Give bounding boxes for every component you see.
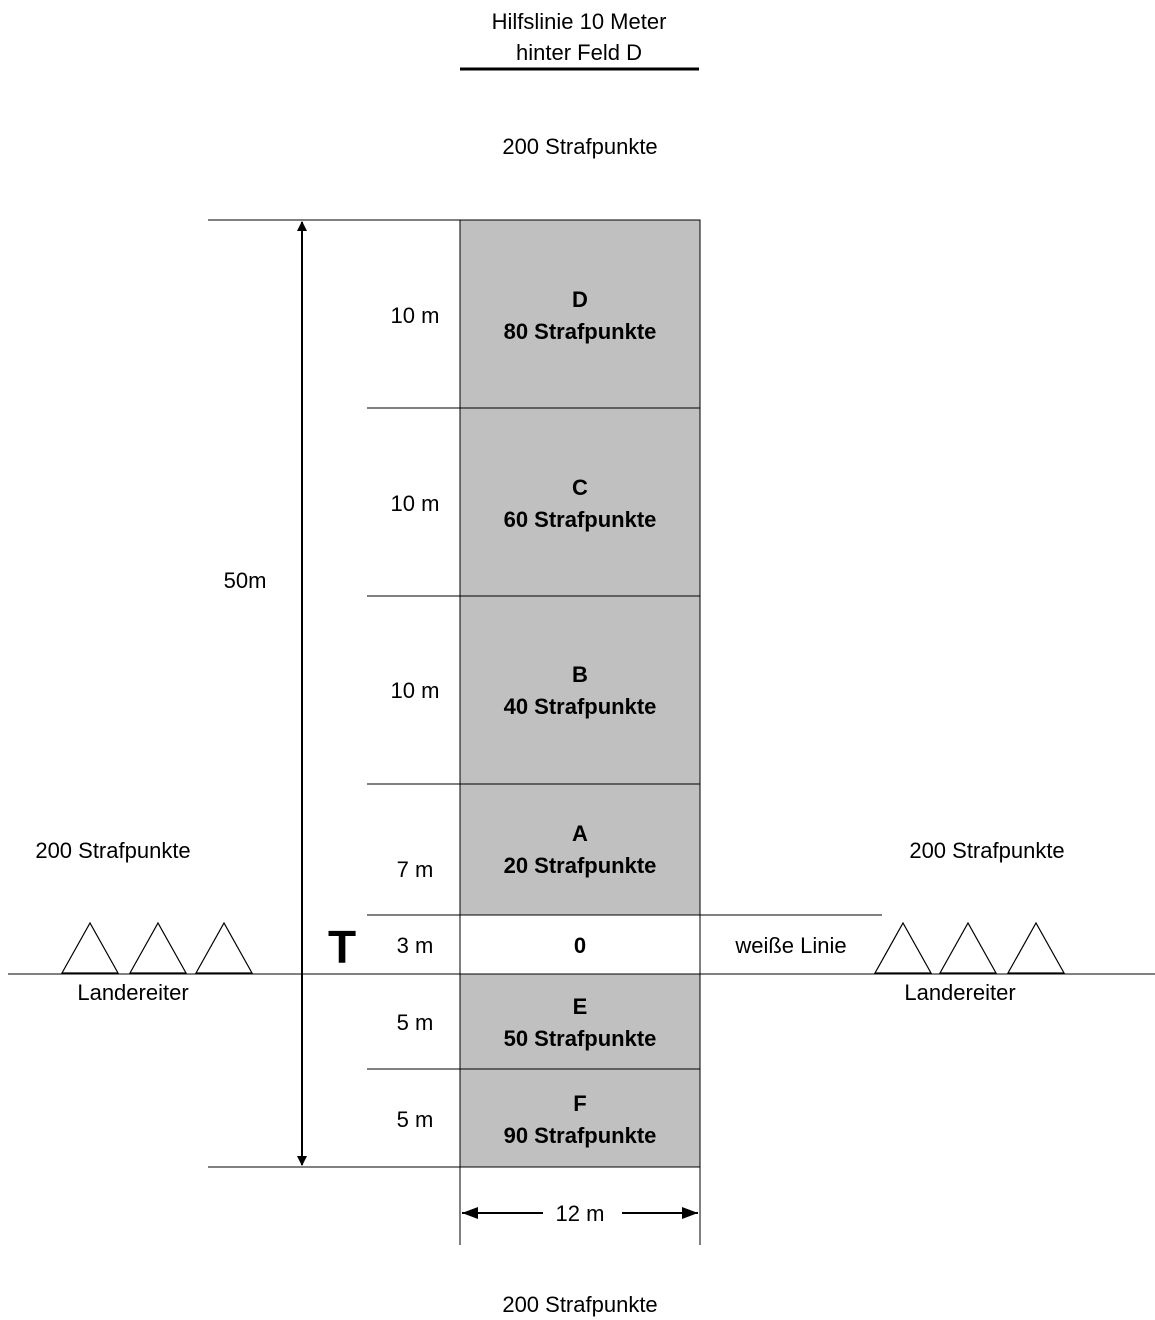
zone-letter-f: F [573, 1091, 586, 1116]
zone-points-b: 40 Strafpunkte [504, 694, 657, 719]
zone-letter-b: B [572, 662, 588, 687]
field-width-label: 12 m [556, 1201, 605, 1226]
zone-f [459, 1068, 701, 1168]
zone-a [459, 783, 701, 916]
zone-b [459, 595, 701, 785]
touchdown-marker-t: T [328, 921, 356, 973]
penalty-label-top: 200 Strafpunkte [502, 134, 657, 159]
guide-line-label-1: Hilfslinie 10 Meter [492, 9, 667, 34]
length-label-f: 5 m [397, 1107, 434, 1132]
zone-points-a: 20 Strafpunkte [504, 853, 657, 878]
penalty-label-bottom: 200 Strafpunkte [502, 1292, 657, 1317]
zone-points-c: 60 Strafpunkte [504, 507, 657, 532]
zone-letter-d: D [572, 287, 588, 312]
zone-d [459, 219, 701, 409]
length-label-e: 5 m [397, 1010, 434, 1035]
length-label-b: 10 m [391, 678, 440, 703]
zone-points-f: 90 Strafpunkte [504, 1123, 657, 1148]
zone-letter-a: A [572, 821, 588, 846]
penalty-label-left: 200 Strafpunkte [35, 838, 190, 863]
white-line-label: weiße Linie [734, 933, 846, 958]
cone-icon [128, 921, 188, 974]
landereiter-cones-left [60, 921, 254, 974]
length-label-c: 10 m [391, 491, 440, 516]
cone-icon [938, 921, 998, 974]
guide-line-label-2: hinter Feld D [516, 40, 642, 65]
length-label-d: 10 m [391, 303, 440, 328]
cone-icon [194, 921, 254, 974]
cone-icon [1006, 921, 1066, 974]
total-length-label: 50m [224, 568, 267, 593]
length-label-zero: 3 m [397, 933, 434, 958]
landereiter-label-left: Landereiter [77, 980, 188, 1005]
landereiter-cones-right [873, 921, 1066, 974]
length-label-a: 7 m [397, 857, 434, 882]
zone-c [459, 407, 701, 597]
zone-e [459, 973, 701, 1070]
landereiter-label-right: Landereiter [904, 980, 1015, 1005]
cone-icon [873, 921, 933, 974]
zone-points-e: 50 Strafpunkte [504, 1026, 657, 1051]
penalty-label-right: 200 Strafpunkte [909, 838, 1064, 863]
zone-points-d: 80 Strafpunkte [504, 319, 657, 344]
zone-letter-c: C [572, 475, 588, 500]
zone-letter-zero: 0 [574, 933, 586, 958]
zone-letter-e: E [573, 994, 588, 1019]
cone-icon [60, 921, 120, 974]
